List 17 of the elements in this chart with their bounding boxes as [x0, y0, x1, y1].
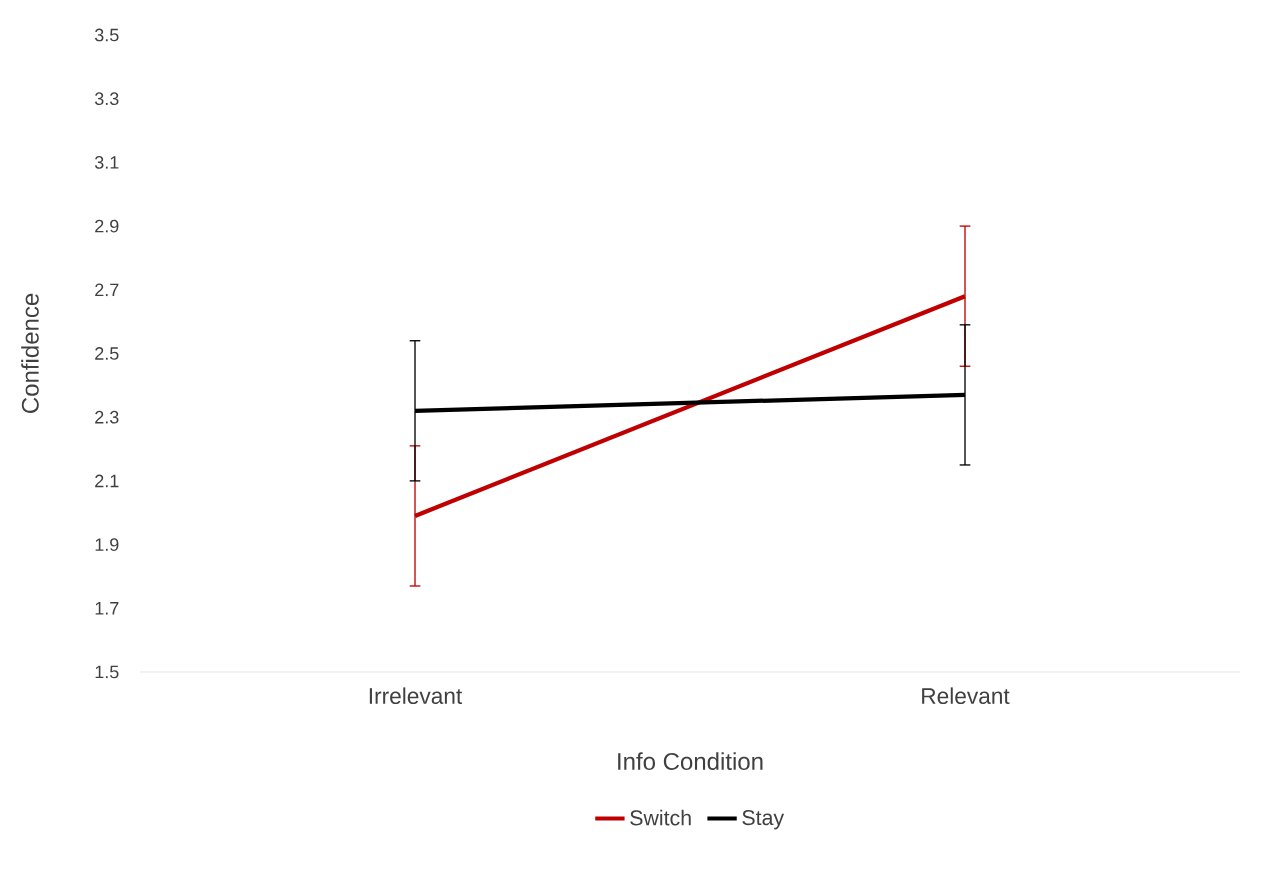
y-tick-label: 2.7 [95, 283, 119, 297]
y-tick-label: 1.5 [95, 665, 119, 679]
legend-label: Switch [630, 809, 691, 826]
x-tick-label: Irrelevant [369, 687, 463, 705]
y-tick-label: 3.3 [94, 92, 119, 106]
y-tick-label: 1.7 [95, 602, 119, 615]
legend-label: Stay [742, 810, 785, 830]
y-axis-title: Confidence [21, 293, 39, 413]
y-tick-label: 2.3 [95, 410, 119, 424]
y-tick-label: 1.9 [95, 538, 119, 551]
y-tick-label: 3.5 [94, 28, 119, 42]
y-tick-label: 2.1 [95, 474, 119, 488]
x-axis-title: Info Condition [618, 752, 763, 770]
y-tick-label: 2.5 [95, 347, 119, 360]
y-tick-label: 2.9 [95, 219, 119, 233]
x-tick-label: Relevant [922, 687, 1010, 705]
y-tick-label: 3.1 [94, 156, 119, 169]
